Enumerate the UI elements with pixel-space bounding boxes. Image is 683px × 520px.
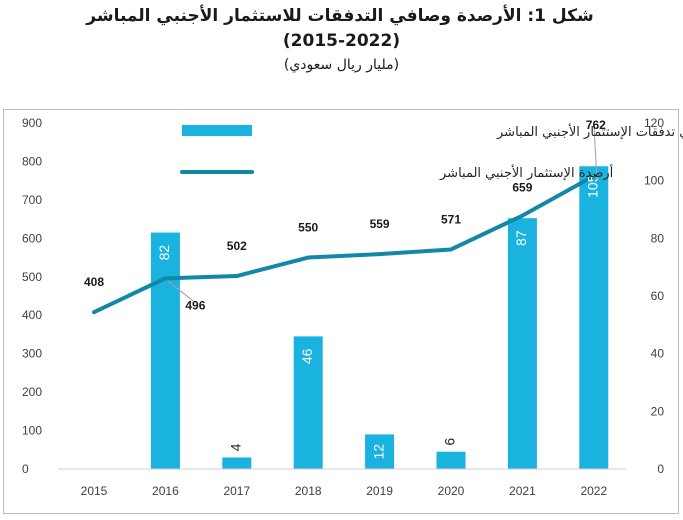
bar-value-label: 46 xyxy=(299,348,315,364)
x-axis-tick: 2015 xyxy=(81,484,108,498)
line-value-label: 502 xyxy=(227,239,247,253)
left-axis-tick: 900 xyxy=(22,116,42,130)
bar-value-label: 6 xyxy=(442,438,458,446)
right-axis-tick: 40 xyxy=(651,347,665,361)
bar-value-label: 12 xyxy=(370,444,386,460)
legend-bar-label: صافي تدفقات الإستثمار الأجنبي المباشر xyxy=(496,123,683,140)
x-axis-tick: 2022 xyxy=(580,484,607,498)
left-axis-tick: 600 xyxy=(22,231,42,245)
right-axis-tick: 20 xyxy=(651,404,665,418)
bar xyxy=(222,457,252,469)
line-value-label: 496 xyxy=(185,298,205,312)
bar xyxy=(365,434,395,469)
bar-value-label: 105 xyxy=(585,174,601,198)
left-axis-tick: 200 xyxy=(22,385,42,399)
chart-unit: (مليار ريال سعودي) xyxy=(283,57,400,73)
line-value-label: 559 xyxy=(370,217,390,231)
x-axis-tick: 2017 xyxy=(223,484,250,498)
left-axis-tick: 0 xyxy=(22,462,29,476)
series-line xyxy=(92,174,596,315)
bar xyxy=(436,451,466,469)
callout-line xyxy=(168,280,194,302)
legend-line-label: أرصدة الإستثمار الأجنبي المباشر xyxy=(439,164,613,181)
left-axis-tick: 400 xyxy=(22,308,42,322)
right-axis-tick: 0 xyxy=(657,462,664,476)
x-axis-tick: 2019 xyxy=(366,484,393,498)
chart-title: شكل 1: الأرصدة وصافي التدفقات للاستثمار … xyxy=(86,6,594,26)
line-value-label: 571 xyxy=(441,212,461,226)
x-axis-tick: 2016 xyxy=(152,484,179,498)
callout-line xyxy=(593,121,598,180)
x-axis-tick: 2018 xyxy=(295,484,322,498)
bar-value-label: 87 xyxy=(513,230,529,246)
x-axis-tick: 2020 xyxy=(438,484,465,498)
line-value-label: 408 xyxy=(84,275,104,289)
x-axis-tick: 2021 xyxy=(509,484,536,498)
chart-frame xyxy=(3,109,679,514)
chart-subtitle: (2015-2022) xyxy=(282,31,401,51)
left-axis-tick: 800 xyxy=(22,154,42,168)
right-axis-tick: 100 xyxy=(644,174,664,188)
right-axis-tick: 60 xyxy=(651,289,665,303)
bar-value-label: 4 xyxy=(228,443,244,451)
left-axis-tick: 100 xyxy=(22,424,42,438)
legend: صافي تدفقات الإستثمار الأجنبي المباشر أر… xyxy=(180,123,683,181)
line-value-label: 659 xyxy=(512,181,532,195)
left-axis-tick: 300 xyxy=(22,347,42,361)
bar xyxy=(579,166,609,469)
right-axis-tick: 120 xyxy=(644,116,664,130)
bar-value-label: 82 xyxy=(156,245,172,261)
bar xyxy=(507,218,537,469)
left-axis-tick: 700 xyxy=(22,193,42,207)
left-axis-tick: 500 xyxy=(22,270,42,284)
bar xyxy=(293,336,323,469)
line-value-label: 762 xyxy=(586,118,606,132)
line-value-label: 550 xyxy=(298,221,318,235)
right-axis-tick: 80 xyxy=(651,231,665,245)
bar xyxy=(150,232,180,469)
legend-bar-swatch xyxy=(182,125,252,136)
